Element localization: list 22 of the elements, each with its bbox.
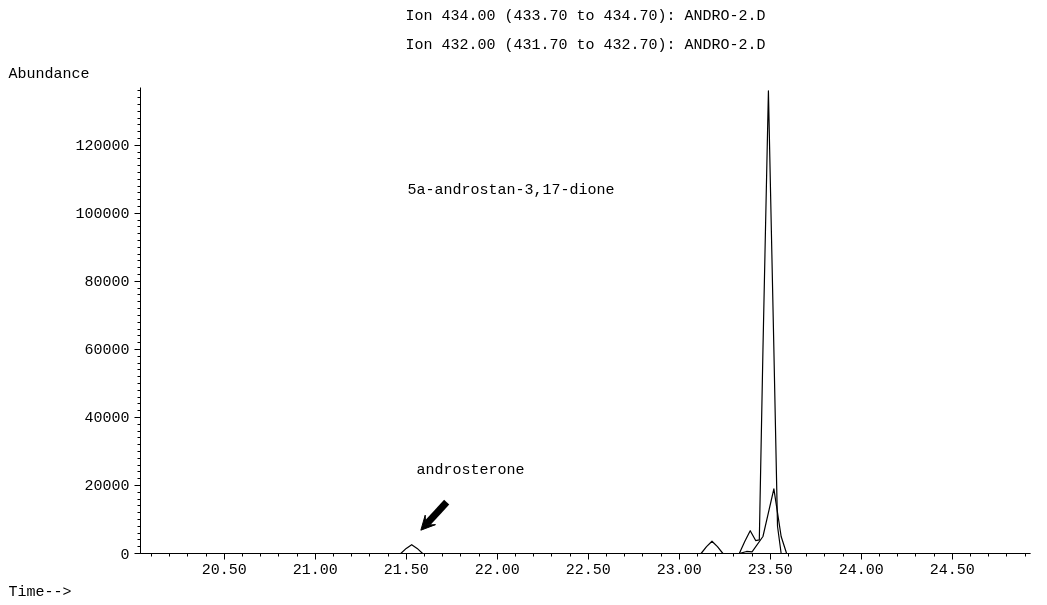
x-tick-label: 23.50	[747, 561, 793, 579]
y-tick-label: 20000	[84, 478, 130, 496]
x-tick-label: 20.50	[201, 561, 247, 579]
y-tick-label: 100000	[75, 206, 130, 224]
x-tick-label: 24.50	[929, 561, 975, 579]
y-tick-label: 60000	[84, 342, 130, 360]
chart-subtitle: Ion 432.00 (431.70 to 432.70): ANDRO-2.D	[405, 36, 766, 54]
y-tick-label: 80000	[84, 274, 130, 292]
y-tick-label: 40000	[84, 410, 130, 428]
y-tick-label: 120000	[75, 138, 130, 156]
y-axis-title: Abundance	[8, 65, 90, 83]
x-tick-label: 23.00	[656, 561, 702, 579]
x-tick-label: 22.50	[565, 561, 611, 579]
x-axis-title: Time-->	[8, 583, 72, 601]
x-tick-label: 21.00	[292, 561, 338, 579]
annotation: 5a-androstan-3,17-dione	[407, 182, 615, 200]
chart-title: Ion 434.00 (433.70 to 434.70): ANDRO-2.D	[405, 7, 766, 25]
x-tick-label: 21.50	[383, 561, 429, 579]
x-tick-label: 24.00	[838, 561, 884, 579]
annotation: androsterone	[416, 461, 525, 479]
x-tick-label: 22.00	[474, 561, 520, 579]
y-tick-label: 0	[120, 546, 130, 564]
